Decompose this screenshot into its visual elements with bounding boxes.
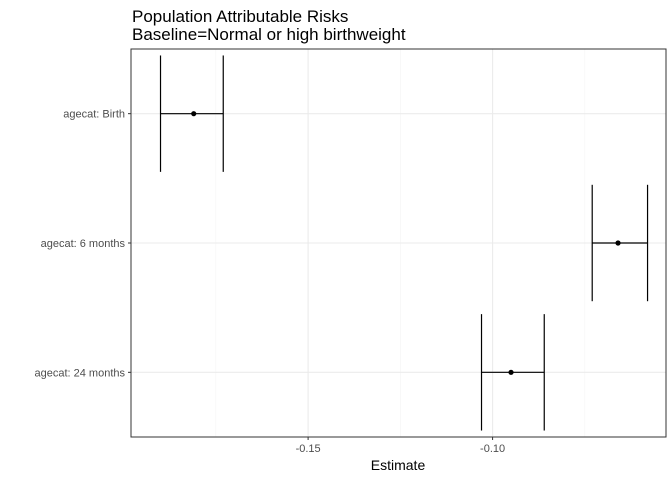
data-point xyxy=(615,240,621,246)
y-tick-label: agecat: 6 months xyxy=(41,238,126,250)
marks-layer xyxy=(159,55,649,431)
data-point xyxy=(191,111,197,117)
y-tick-label: agecat: Birth xyxy=(63,109,125,121)
x-axis-title: Estimate xyxy=(371,457,426,473)
y-tick-label: agecat: 24 months xyxy=(34,367,125,379)
chart-subtitle: Baseline=Normal or high birthweight xyxy=(132,25,406,44)
x-tick-label: -0.10 xyxy=(480,443,505,455)
y-axis: agecat: Birth agecat: 6 months agecat: 24 … xyxy=(34,109,131,379)
errorbar-group xyxy=(480,314,545,431)
data-point xyxy=(508,369,514,375)
errorbar-group xyxy=(591,184,649,302)
errorbar-group xyxy=(159,55,224,172)
x-tick-label: -0.15 xyxy=(296,443,321,455)
chart-title: Population Attributable Risks xyxy=(132,7,348,26)
x-axis: -0.15 -0.10 xyxy=(296,437,505,455)
grid-layer xyxy=(131,49,666,437)
